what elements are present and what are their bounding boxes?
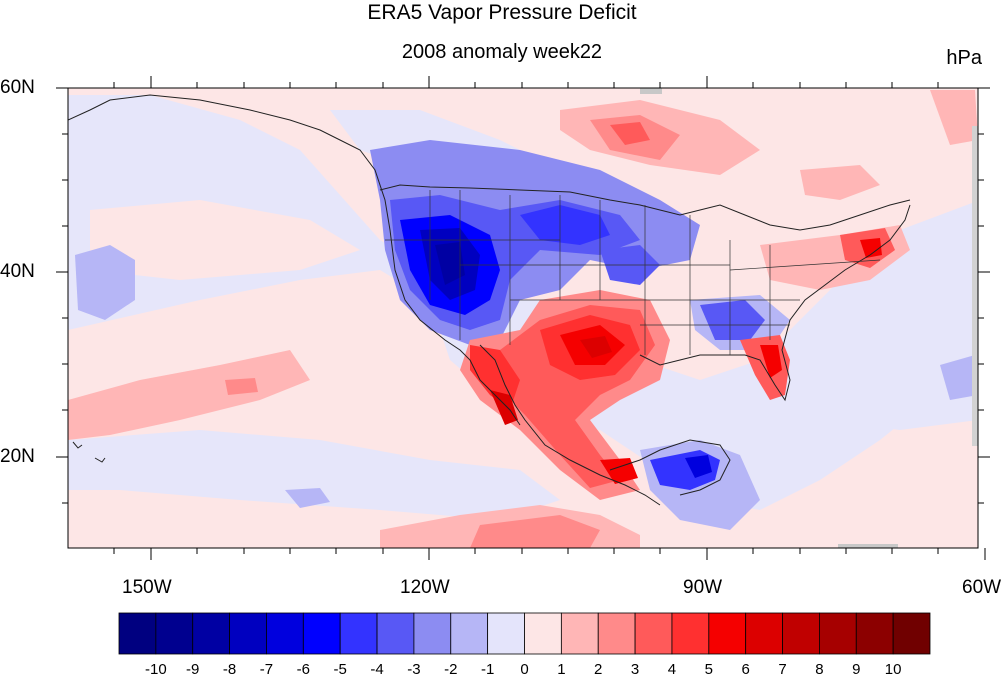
lon-label-60w: 60W bbox=[962, 577, 1002, 598]
positive-anomaly-canada bbox=[800, 165, 880, 200]
colorbar-tick-label: 9 bbox=[852, 661, 861, 678]
lon-label-90w: 90W bbox=[683, 577, 723, 598]
colorbar-swatch bbox=[266, 612, 304, 655]
colorbar-tick-label: 7 bbox=[778, 661, 787, 678]
colorbar-swatch bbox=[708, 612, 747, 655]
colorbar-tick-label: -10 bbox=[145, 661, 167, 678]
colorbar-swatch bbox=[192, 612, 230, 655]
positive-anomaly-northeast bbox=[860, 238, 882, 258]
light-blue-region bbox=[285, 488, 330, 508]
colorbar-tick-label: 1 bbox=[557, 661, 566, 678]
colorbar-swatch bbox=[671, 612, 710, 655]
colorbar-swatch bbox=[339, 612, 378, 655]
colorbar-swatch bbox=[819, 612, 857, 655]
colorbar-swatch bbox=[450, 612, 489, 655]
colorbar-tick-label: 6 bbox=[741, 661, 750, 678]
missing-data-patch bbox=[640, 88, 662, 94]
units-label: hPa bbox=[946, 47, 982, 69]
colorbar-tick-label: 4 bbox=[667, 661, 677, 678]
colorbar-tick-label: 5 bbox=[704, 661, 713, 678]
colorbar-swatch bbox=[560, 612, 599, 655]
colorbar-swatch bbox=[855, 612, 894, 655]
positive-anomaly-southern-plains bbox=[580, 336, 612, 358]
colorbar-tick-label: -9 bbox=[186, 661, 200, 678]
colorbar-tick-label: -3 bbox=[407, 661, 421, 678]
negative-anomaly-west-us bbox=[435, 242, 465, 285]
colorbar-swatch bbox=[597, 612, 636, 655]
colorbar bbox=[118, 612, 931, 655]
colorbar-tick-label: 8 bbox=[815, 661, 824, 678]
colorbar-swatch bbox=[782, 612, 820, 655]
colorbar-swatch bbox=[229, 612, 267, 655]
lat-label-20n: 20N bbox=[0, 446, 35, 467]
colorbar-swatch bbox=[118, 612, 157, 655]
light-pink-region bbox=[90, 200, 360, 280]
colorbar-swatch bbox=[413, 612, 452, 655]
light-blue-region bbox=[940, 355, 978, 400]
colorbar-swatch bbox=[487, 612, 525, 655]
positive-anomaly-tropical-pacific bbox=[68, 350, 310, 440]
pale-blue-region bbox=[760, 350, 978, 430]
positive-anomaly-mexico bbox=[490, 390, 518, 425]
positive-anomaly-florida bbox=[760, 345, 782, 378]
colorbar-tick-label: -8 bbox=[222, 661, 237, 678]
colorbar-tick-label: -2 bbox=[444, 661, 458, 678]
colorbar-tick-label: -5 bbox=[333, 661, 347, 678]
colorbar-swatch bbox=[634, 612, 673, 655]
negative-anomaly-southeast bbox=[700, 300, 765, 340]
colorbar-tick-label: 2 bbox=[594, 661, 603, 678]
lat-label-60n: 60N bbox=[0, 77, 35, 98]
colorbar-tick-label: -1 bbox=[480, 661, 495, 678]
colorbar-tick-label: 0 bbox=[520, 661, 529, 678]
negative-anomaly-plains bbox=[520, 205, 610, 245]
colorbar-tick-label: -7 bbox=[259, 661, 274, 678]
colorbar-tick-label: -6 bbox=[296, 661, 310, 678]
positive-anomaly-canada bbox=[930, 90, 978, 145]
colorbar-swatch bbox=[745, 612, 783, 655]
state-borders-layer bbox=[385, 190, 881, 355]
coastline-layer bbox=[68, 94, 911, 506]
axis-ticks bbox=[56, 76, 990, 560]
anomaly-field bbox=[68, 88, 978, 548]
colorbar-tick-label: 10 bbox=[884, 661, 902, 678]
positive-anomaly-mexico bbox=[600, 458, 638, 484]
pale-blue-region bbox=[68, 430, 560, 520]
colorbar-swatch bbox=[302, 612, 341, 655]
missing-data-patch bbox=[972, 126, 978, 446]
positive-anomaly-tropical-pacific bbox=[225, 378, 258, 395]
lon-label-120w: 120W bbox=[400, 577, 450, 598]
positive-anomaly-mexico bbox=[470, 345, 520, 410]
colorbar-swatch bbox=[524, 612, 562, 655]
map-title: ERA5 Vapor Pressure Deficit bbox=[367, 1, 637, 24]
colorbar-tick-label: 3 bbox=[630, 661, 640, 678]
colorbar-tick-label: -4 bbox=[370, 661, 384, 678]
colorbar-swatch bbox=[376, 612, 415, 655]
positive-anomaly-canada bbox=[610, 122, 650, 145]
map-subtitle: 2008 anomaly week22 bbox=[401, 41, 603, 63]
lat-label-40n: 40N bbox=[0, 261, 35, 282]
positive-anomaly-south bbox=[470, 515, 600, 548]
lon-label-150w: 150W bbox=[122, 577, 172, 598]
light-blue-region bbox=[75, 245, 135, 320]
missing-data-patch bbox=[838, 544, 898, 548]
negative-anomaly-central-america bbox=[685, 455, 712, 478]
colorbar-swatch bbox=[892, 612, 931, 655]
colorbar-swatch bbox=[155, 612, 194, 655]
